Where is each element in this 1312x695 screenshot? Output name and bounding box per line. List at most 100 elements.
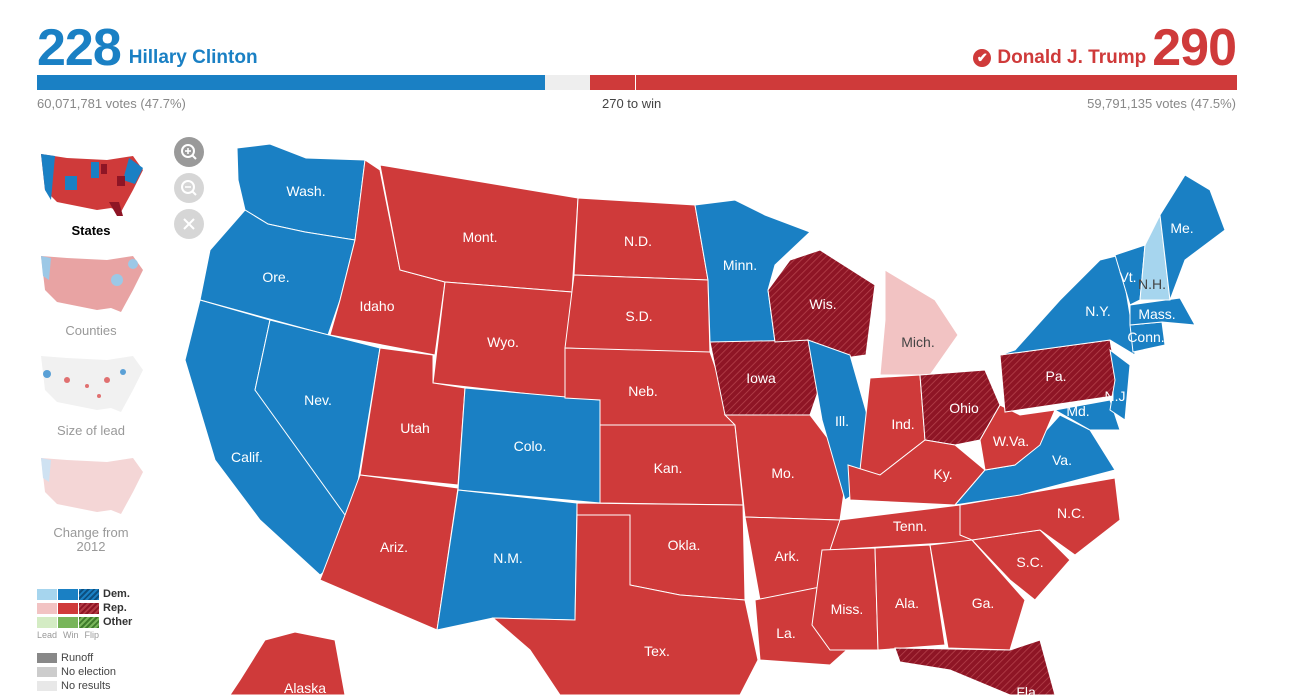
state-label: Tenn. bbox=[893, 518, 927, 534]
state-label: Mo. bbox=[771, 465, 794, 481]
state-label: Wyo. bbox=[487, 334, 519, 350]
map-view-states[interactable]: States bbox=[36, 150, 146, 238]
state-idaho[interactable] bbox=[329, 159, 446, 356]
legend-sublabel: Lead bbox=[37, 630, 58, 640]
dem-win-swatch bbox=[58, 588, 78, 600]
state-label: Tex. bbox=[644, 643, 670, 659]
state-ala[interactable] bbox=[874, 544, 946, 651]
states-thumbnail bbox=[41, 154, 143, 216]
state-ariz[interactable] bbox=[319, 474, 459, 631]
to-win-label: 270 to win bbox=[602, 96, 662, 111]
state-label: La. bbox=[776, 625, 795, 641]
state-label: Idaho bbox=[359, 298, 394, 314]
state-nc[interactable] bbox=[959, 477, 1121, 556]
state-fla[interactable] bbox=[894, 639, 1056, 695]
state-label: Calif. bbox=[231, 449, 263, 465]
state-wis[interactable] bbox=[767, 249, 876, 361]
map-view-counties[interactable]: Counties bbox=[36, 250, 146, 338]
map-view-size-of-lead[interactable]: Size of lead bbox=[36, 350, 146, 438]
state-mass[interactable] bbox=[1129, 297, 1196, 326]
legend-runoff-label: Runoff bbox=[61, 652, 94, 664]
state-label: Neb. bbox=[628, 383, 658, 399]
other-flip-swatch bbox=[79, 616, 99, 628]
state-label: N.D. bbox=[624, 233, 652, 249]
legend-other-label: Other bbox=[103, 616, 133, 628]
other-lead-swatch bbox=[37, 616, 57, 628]
dem-lead-swatch bbox=[37, 588, 57, 600]
state-label: Mass. bbox=[1138, 306, 1175, 322]
clinton-progress-bar bbox=[37, 75, 545, 90]
state-label: Ill. bbox=[835, 413, 849, 429]
state-label: Ala. bbox=[895, 595, 919, 611]
state-label: Wash. bbox=[286, 183, 325, 199]
clinton-summary: 228 Hillary Clinton bbox=[37, 18, 264, 74]
change-thumbnail bbox=[41, 458, 143, 514]
uncalled-progress-bar bbox=[545, 75, 590, 90]
map-view-label: Change from 2012 bbox=[53, 525, 129, 554]
legend-no-election-label: No election bbox=[61, 666, 117, 678]
state-label: Ark. bbox=[775, 548, 800, 564]
state-label: Nev. bbox=[304, 392, 332, 408]
legend-runoff-row: Runoff bbox=[37, 651, 116, 665]
no-election-swatch bbox=[37, 667, 57, 677]
legend-dem-label: Dem. bbox=[103, 588, 130, 600]
legend-no-results-label: No results bbox=[61, 680, 111, 692]
state-label: Conn. bbox=[1127, 329, 1164, 345]
map-legend-extras: Runoff No election No results bbox=[37, 651, 116, 693]
map-legend: Dem. Rep. Other Lead Win Flip bbox=[37, 587, 132, 640]
counties-thumbnail bbox=[41, 256, 143, 312]
state-label: Alaska bbox=[284, 680, 326, 695]
legend-no-results-row: No results bbox=[37, 679, 116, 693]
legend-sublabel: Flip bbox=[84, 630, 100, 640]
legend-other-row: Other bbox=[37, 615, 132, 629]
state-label: Ky. bbox=[933, 466, 952, 482]
state-mich[interactable] bbox=[879, 269, 959, 376]
state-label: Fla. bbox=[1016, 684, 1039, 695]
state-label: S.C. bbox=[1016, 554, 1043, 570]
state-label: Me. bbox=[1170, 220, 1193, 236]
state-label: Wis. bbox=[809, 296, 836, 312]
legend-dem-row: Dem. bbox=[37, 587, 132, 601]
state-minn[interactable] bbox=[694, 199, 811, 343]
checkmark-icon: ✔ bbox=[973, 49, 992, 67]
state-tex[interactable] bbox=[491, 514, 759, 695]
trump-electoral-votes: 290 bbox=[1152, 19, 1237, 77]
zoom-in-button[interactable] bbox=[174, 137, 204, 167]
state-label: Kan. bbox=[654, 460, 683, 476]
map-view-label: Counties bbox=[65, 323, 117, 338]
zoom-in-icon bbox=[181, 144, 197, 160]
state-label: N.Y. bbox=[1085, 303, 1110, 319]
reset-zoom-button[interactable] bbox=[174, 209, 204, 239]
state-me[interactable] bbox=[1159, 174, 1226, 301]
state-ga[interactable] bbox=[929, 539, 1026, 651]
clinton-name: Hillary Clinton bbox=[128, 47, 258, 68]
state-label: Va. bbox=[1052, 452, 1072, 468]
close-icon bbox=[183, 218, 195, 230]
clinton-popular-vote: 60,071,781 votes (47.7%) bbox=[37, 96, 186, 111]
state-label: Md. bbox=[1066, 403, 1089, 419]
state-label: Ga. bbox=[972, 595, 995, 611]
state-ky[interactable] bbox=[847, 439, 986, 506]
state-ny[interactable] bbox=[999, 254, 1136, 356]
zoom-out-button[interactable] bbox=[174, 173, 204, 203]
state-label: Vt. bbox=[1119, 269, 1136, 285]
rep-lead-swatch bbox=[37, 602, 57, 614]
map-view-change-from-2012[interactable]: Change from 2012 bbox=[36, 452, 146, 554]
no-results-swatch bbox=[37, 681, 57, 691]
dem-flip-swatch bbox=[79, 588, 99, 600]
legend-sublabels: Lead Win Flip bbox=[37, 630, 132, 640]
legend-rep-row: Rep. bbox=[37, 601, 132, 615]
other-win-swatch bbox=[58, 616, 78, 628]
state-miss[interactable] bbox=[811, 547, 879, 651]
state-label: N.C. bbox=[1057, 505, 1085, 521]
state-label: W.Va. bbox=[993, 433, 1029, 449]
state-nj[interactable] bbox=[1109, 348, 1131, 421]
state-label: Ore. bbox=[262, 269, 289, 285]
state-wva[interactable] bbox=[979, 404, 1056, 471]
state-alaska[interactable] bbox=[229, 631, 346, 695]
state-label: Ind. bbox=[891, 416, 914, 432]
rep-win-swatch bbox=[58, 602, 78, 614]
state-md[interactable] bbox=[1053, 399, 1121, 431]
threshold-marker bbox=[635, 75, 636, 93]
